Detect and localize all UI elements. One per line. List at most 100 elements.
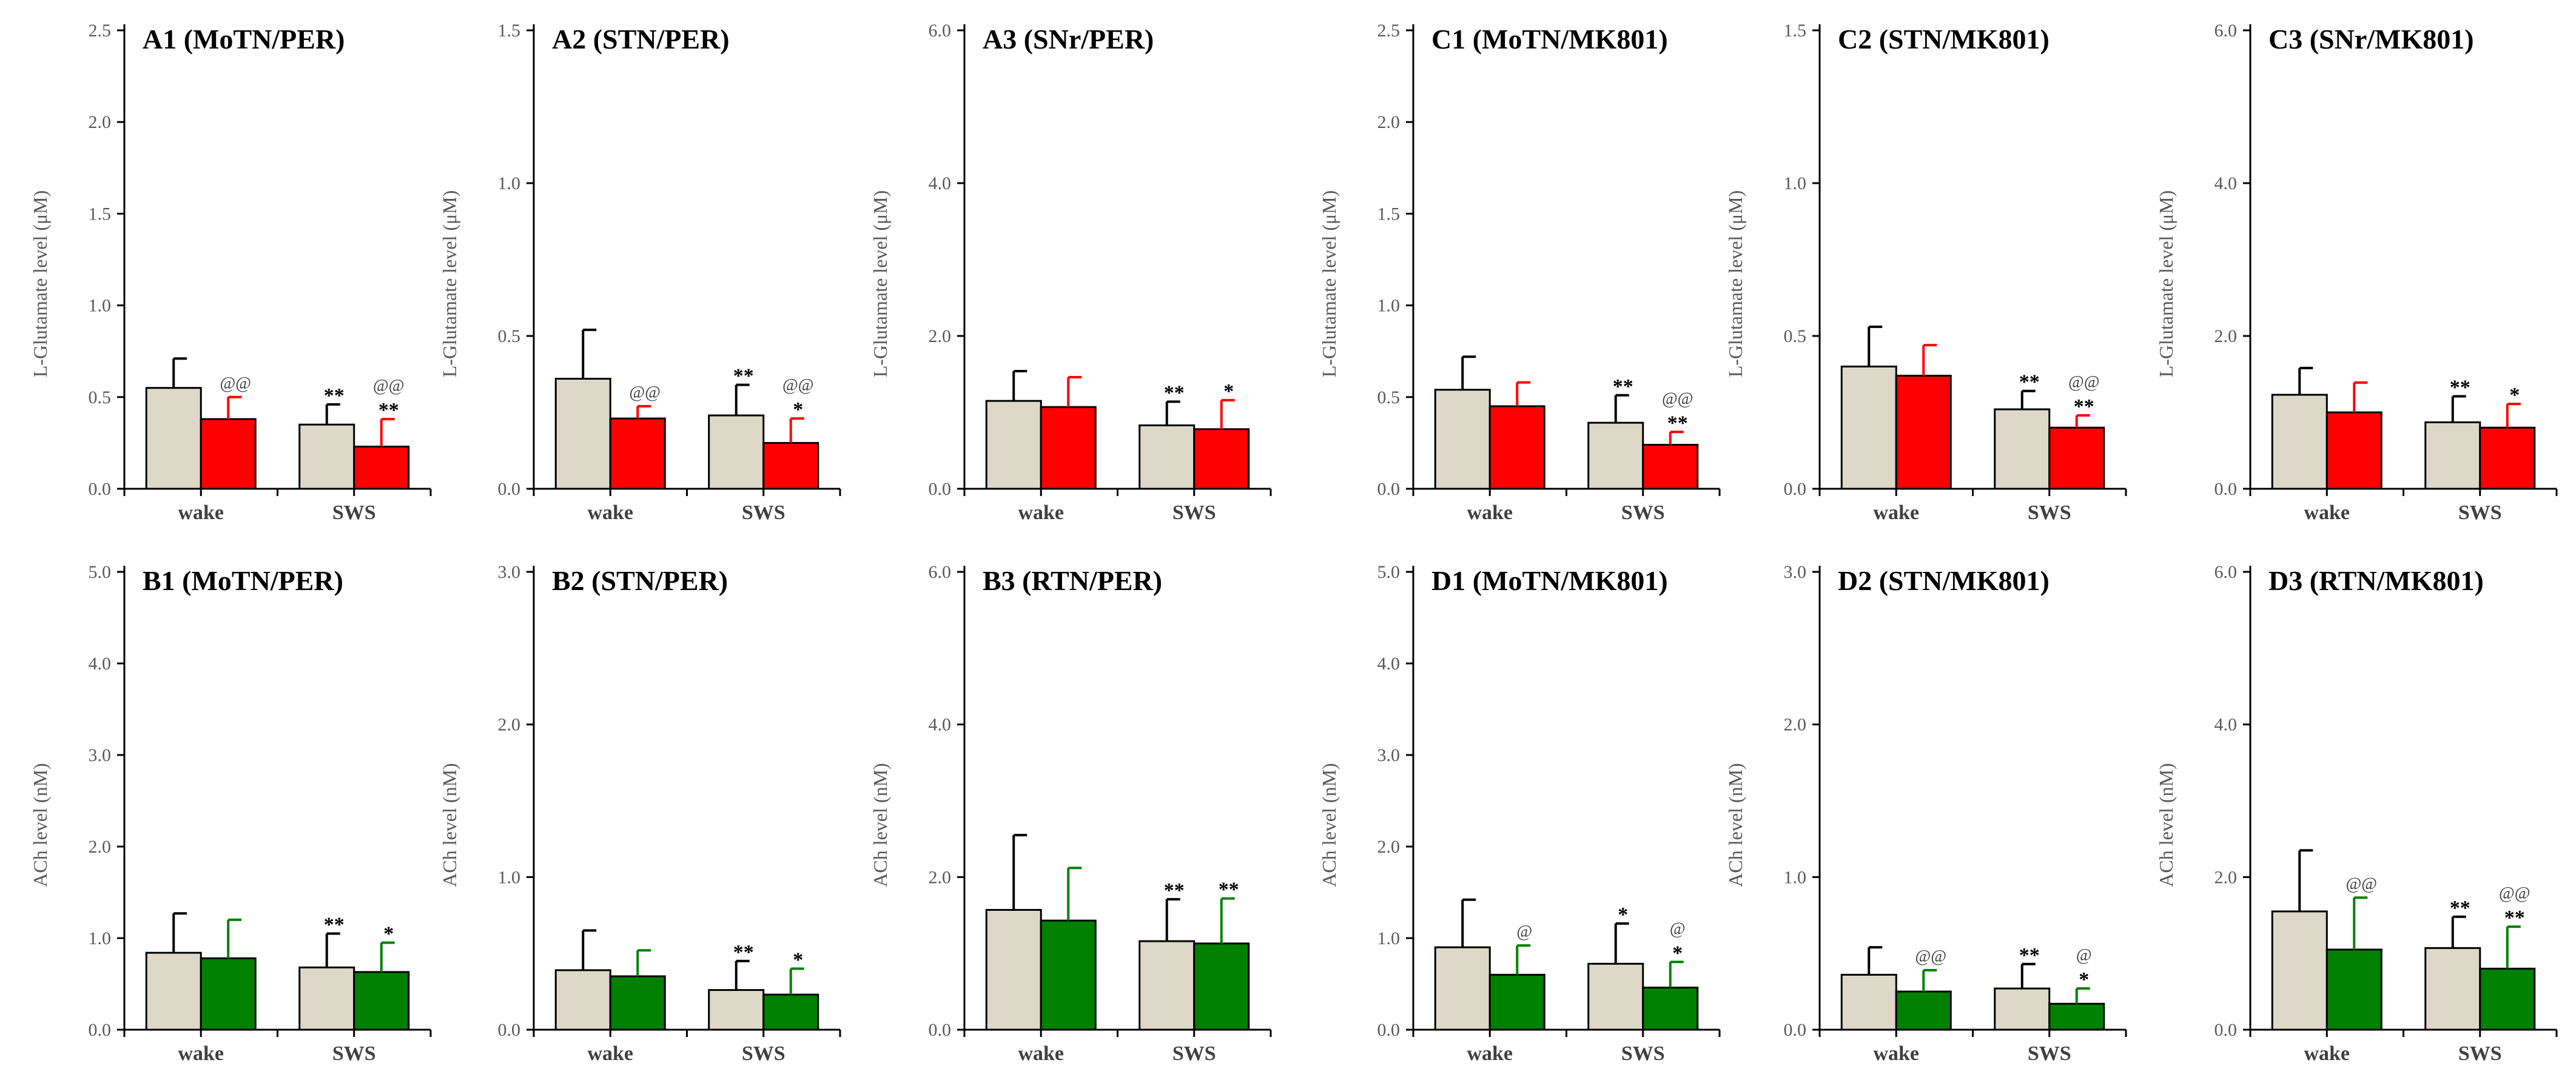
panel-a3-significance-mark: ** [1164,381,1185,404]
panel-a3-significance-mark: * [1223,380,1234,403]
panel-a3: A3 (SNr/PER) 0.0 2.0 4.0 6.0 L-Glutamate leve… [869,21,1272,524]
panel-d3-ytick-label: 2.0 [2214,867,2238,887]
panel-a1-ytick-label: 2.0 [89,112,112,132]
panel-a2-ylabel: L-Glutamate level (μM) [439,190,460,378]
panel-c2-significance-mark: @@ [2068,373,2100,392]
panel-b3-category-label: wake [1018,1042,1064,1065]
panel-a1-bar-sws-per [353,445,410,490]
panel-d3-title: D3 (RTN/MK801) [2268,565,2484,596]
panel-b1-category-label: SWS [332,1042,376,1065]
panel-b3-ytick-label: 6.0 [929,562,952,582]
panel-a3-ytick-label: 4.0 [929,173,952,193]
panel-c3-ytick-label: 4.0 [2214,173,2238,193]
panel-d2-bar-sws-mk801 [2048,1002,2105,1031]
panel-d1-significance-mark: * [1618,904,1628,926]
panel-a1-significance-mark: ** [378,399,399,421]
panel-a2-bar-wake-per [609,417,666,490]
panel-c1-ylabel: L-Glutamate level (μM) [1318,190,1340,378]
panel-d2-significance-mark: @@ [1915,947,1946,966]
panel-d1-significance-mark: * [1672,942,1683,964]
panel-a1-category-label: SWS [332,502,376,524]
panel-a2-bar-sws-per [762,441,819,490]
panel-c3: C3 (SNr/MK801) 0.0 2.0 4.0 6.0 L-Glutamate le… [2155,21,2558,524]
panel-c1-bar-wake-mk801 [1488,405,1545,490]
panel-b1-significance-mark: * [383,923,394,945]
panel-b1-bar-sws-control [298,966,355,1031]
panel-a2: A2 (STN/PER) 0.0 0.5 1.0 1.5 L-Glutamate leve… [439,21,841,524]
panel-c2-category-label: SWS [2028,502,2071,524]
panel-c3-title: C3 (SNr/MK801) [2268,24,2474,55]
panel-d1-ytick-label: 2.0 [1377,837,1401,857]
panel-c3-bar-wake-control [2271,394,2328,490]
panel-c1-ytick-label: 2.5 [1377,21,1401,41]
panel-a1-significance-mark: @@ [373,377,405,395]
panel-a2-bar-wake-control [554,378,611,490]
panel-c3-category-label: wake [2304,502,2350,524]
panel-a1-ytick-label: 1.0 [89,296,112,316]
panel-c2: C2 (STN/MK801) 0.0 0.5 1.0 1.5 L-Glutamate le… [1724,21,2127,524]
panel-d2-bar-sws-control [1994,987,2051,1031]
panel-c3-ylabel: L-Glutamate level (μM) [2155,190,2177,378]
panel-a3-bar-sws-control [1138,424,1196,490]
panel-a3-bar-wake-per [1040,406,1097,490]
panel-a2-category-label: wake [587,502,633,524]
panel-c1-category-label: SWS [1621,502,1665,524]
panel-a1-category-label: wake [178,502,224,524]
panel-b2-bar-sws-control [708,989,765,1031]
panel-d3-ytick-label: 0.0 [2214,1020,2238,1040]
panel-b3-bar-wake-control [985,908,1042,1031]
panel-a3-ytick-label: 2.0 [929,326,952,346]
panel-a1-bar-wake-control [145,387,202,490]
panel-b3-title: B3 (RTN/PER) [983,565,1162,596]
panel-b3: B3 (RTN/PER) 0.0 2.0 4.0 6.0 ACh level (nM) wa… [869,562,1272,1065]
panel-d3-bar-wake-control [2271,910,2328,1031]
panel-d1-bar-sws-control [1587,962,1644,1031]
panel-d2-significance-mark: ** [2019,944,2040,967]
panel-b3-ylabel: ACh level (nM) [869,763,891,887]
panel-b3-ytick-label: 4.0 [929,715,952,735]
panel-c2-bar-sws-mk801 [2048,426,2105,490]
panel-c3-bar-wake-mk801 [2325,411,2383,490]
panel-d3-bar-sws-mk801 [2479,967,2536,1031]
panel-b1-category-label: wake [178,1042,224,1065]
panel-d3-bar-wake-mk801 [2325,948,2383,1031]
panel-c2-title: C2 (STN/MK801) [1838,24,2050,55]
panel-d3-category-label: wake [2304,1042,2350,1065]
panel-a3-ytick-label: 0.0 [929,479,952,499]
panel-c3-ytick-label: 2.0 [2214,326,2238,346]
panel-a1-ytick-label: 0.5 [89,388,112,408]
panel-d3: D3 (RTN/MK801) 0.0 2.0 4.0 6.0 ACh level (nM)… [2155,562,2558,1065]
panel-d1-ytick-label: 4.0 [1377,654,1401,674]
panel-d3-ytick-label: 6.0 [2214,562,2238,582]
panel-a2-significance-mark: @@ [629,383,661,402]
panel-a3-category-label: SWS [1172,502,1216,524]
panel-c2-ytick-label: 0.0 [1784,479,1807,499]
panel-b2-ytick-label: 1.0 [498,867,521,887]
panel-a1-ylabel: L-Glutamate level (μM) [29,190,51,378]
panel-a2-significance-mark: @@ [782,376,814,395]
panel-c2-bar-wake-mk801 [1895,375,1952,490]
panel-d3-bar-sws-control [2424,947,2481,1031]
panel-a2-ytick-label: 1.5 [498,21,521,41]
panel-c2-significance-mark: ** [2019,371,2040,394]
panel-c1-category-label: wake [1467,502,1513,524]
panel-c3-significance-mark: * [2509,384,2520,406]
panel-d3-significance-mark: @@ [2499,884,2531,903]
panel-d1-ytick-label: 3.0 [1377,745,1401,765]
panel-c2-category-label: wake [1873,502,1919,524]
panel-b3-category-label: SWS [1172,1042,1216,1065]
panel-d1-bar-wake-control [1434,946,1491,1031]
panel-c3-bar-sws-mk801 [2479,426,2536,490]
panel-a1-ytick-label: 2.5 [89,21,112,41]
panel-b2-bar-wake-control [554,969,611,1031]
panel-d2-bar-wake-mk801 [1895,990,1952,1031]
panel-a1-ytick-label: 1.5 [89,204,112,224]
panel-d1-ytick-label: 0.0 [1377,1020,1401,1040]
panel-d2-category-label: wake [1873,1042,1919,1065]
panel-c1-ytick-label: 1.0 [1377,296,1401,316]
panel-c1-significance-mark: ** [1613,375,1633,398]
panel-c3-ytick-label: 6.0 [2214,21,2238,41]
panel-a3-bar-sws-per [1193,428,1250,490]
panel-b2-ytick-label: 0.0 [498,1020,521,1040]
